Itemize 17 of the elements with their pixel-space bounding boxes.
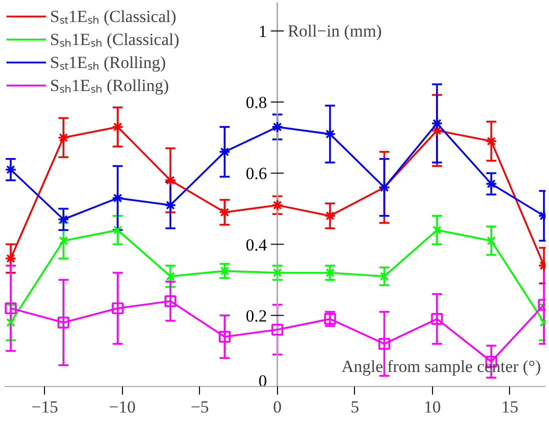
x-tick-label: 5 — [350, 398, 360, 416]
x-tick-label: −10 — [109, 398, 136, 416]
x-tick-label: 0 — [273, 398, 282, 416]
y-tick-label: 0.4 — [246, 235, 268, 254]
legend-label: Sₛₜ1Eₛₕ (Rolling) — [50, 52, 166, 73]
x-tick-label: −5 — [190, 398, 209, 416]
legend-label: Sₛₜ1Eₛₕ (Classical) — [50, 6, 176, 27]
x-tick-label: −15 — [32, 398, 58, 416]
y-tick-label: 0.6 — [246, 164, 267, 184]
y-tick-label: 0.8 — [246, 93, 267, 112]
y-tick-label: 0.2 — [246, 306, 267, 326]
x-tick-label: 10 — [424, 398, 441, 416]
y-axis-title: Roll−in (mm) — [288, 21, 382, 40]
x-tick-label: 15 — [501, 398, 518, 416]
legend-label: Sₛₕ1Eₛₕ (Classical) — [50, 29, 180, 50]
legend-label: Sₛₕ1Eₛₕ (Rolling) — [50, 75, 169, 96]
y-tick-label: 1 — [258, 22, 267, 41]
